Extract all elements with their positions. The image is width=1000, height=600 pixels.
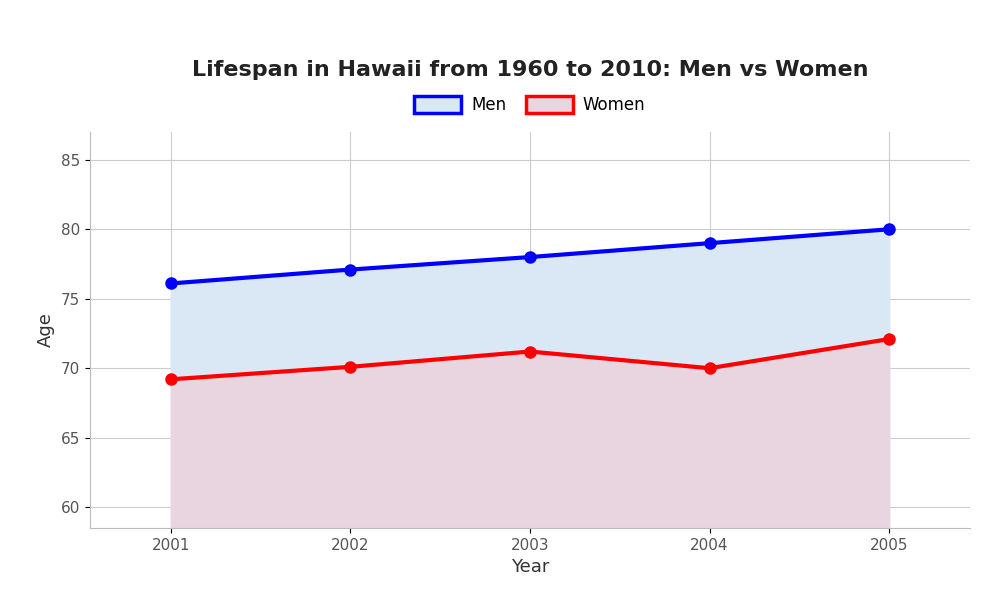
Y-axis label: Age: Age [37,313,55,347]
Legend: Men, Women: Men, Women [408,89,652,121]
Title: Lifespan in Hawaii from 1960 to 2010: Men vs Women: Lifespan in Hawaii from 1960 to 2010: Me… [192,61,868,80]
X-axis label: Year: Year [511,558,549,576]
